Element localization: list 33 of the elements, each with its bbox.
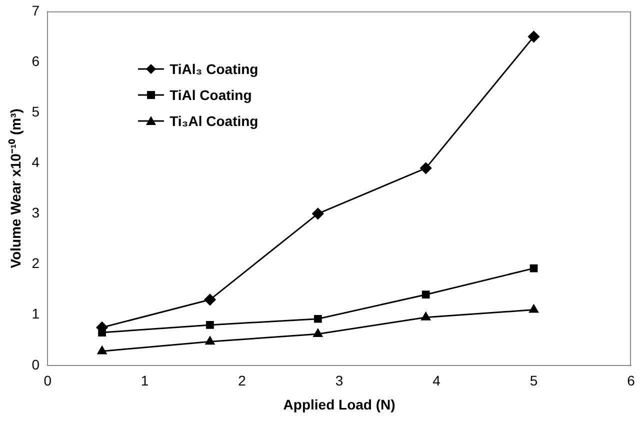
x-tick-label: 2	[238, 372, 246, 389]
point	[312, 208, 324, 220]
legend-label: TiAl Coating	[170, 87, 252, 104]
y-tick-label: 1	[32, 306, 40, 322]
x-tick-label: 0	[44, 372, 52, 389]
y-tick-label: 5	[32, 103, 40, 120]
y-tick-label: 3	[32, 204, 40, 221]
point	[204, 294, 216, 306]
legend-label: Ti₃Al Coating	[170, 113, 258, 130]
point	[530, 264, 538, 272]
point	[206, 321, 214, 329]
point	[313, 328, 323, 338]
point	[97, 346, 107, 354]
y-tick-label: 0	[32, 356, 40, 372]
point	[422, 290, 430, 299]
x-tick-label: 4	[432, 372, 441, 389]
point	[421, 312, 430, 320]
x-tick-label: 1	[140, 372, 149, 389]
x-tick-label: 3	[335, 372, 344, 389]
point	[205, 336, 215, 345]
y-tick-label: 7	[32, 2, 40, 18]
point	[314, 314, 322, 323]
point	[528, 30, 540, 42]
x-tick-label: 6	[627, 372, 636, 389]
y-tick-label: 4	[32, 154, 40, 170]
y-axis-title: Volume Wear x10⁻¹⁰ (m³)	[7, 108, 24, 268]
x-axis-title: Applied Load (N)	[283, 396, 396, 412]
y-tick-label: 6	[32, 52, 40, 69]
y-tick-label: 2	[32, 255, 40, 272]
point	[420, 162, 432, 174]
point	[529, 304, 538, 313]
legend-label: TiAl₃ Coating	[170, 61, 258, 78]
x-tick-label: 5	[530, 372, 538, 389]
